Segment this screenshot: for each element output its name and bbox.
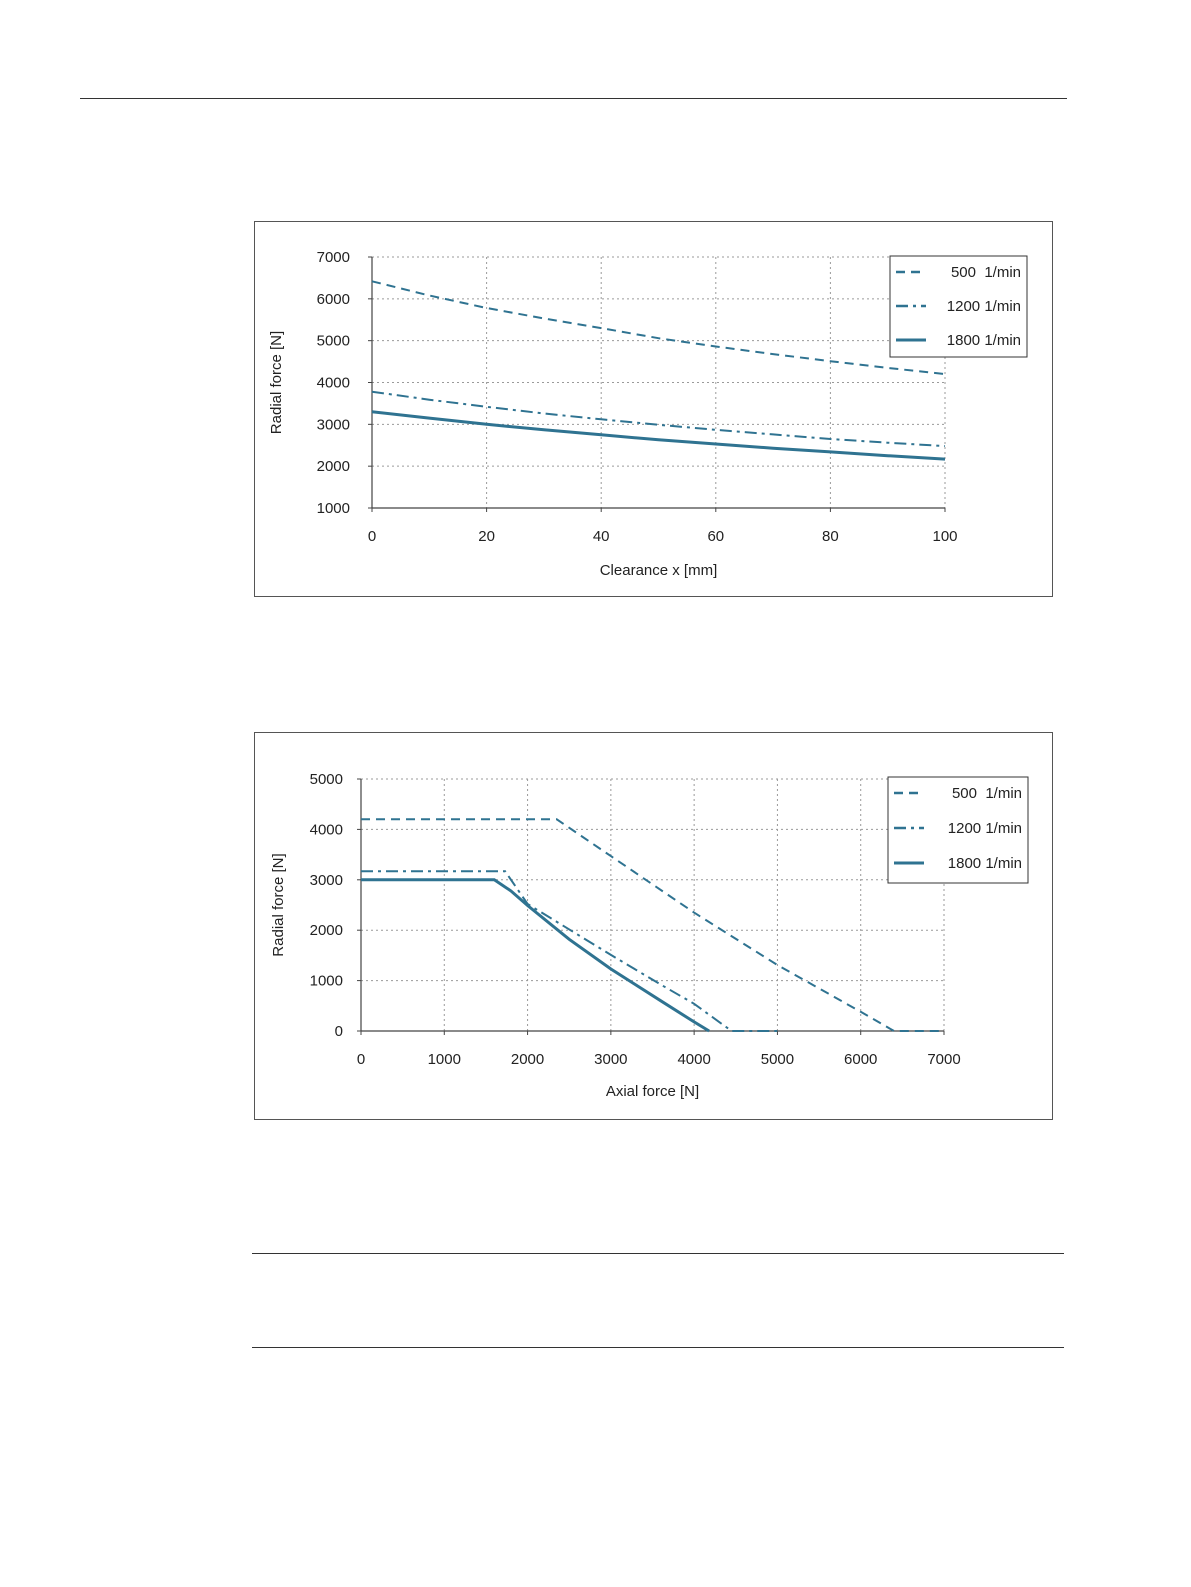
series-line-dashed xyxy=(371,280,946,376)
y-tick-label: 7000 xyxy=(317,249,350,266)
y-tick-label: 4000 xyxy=(317,375,350,392)
x-tick-label: 20 xyxy=(478,528,495,545)
y-axis-label: Radial force [N] xyxy=(268,331,285,434)
series-line-dashdot xyxy=(371,390,946,448)
x-tick-label: 7000 xyxy=(927,1051,960,1068)
legend-label: 1200 1/min xyxy=(947,298,1021,315)
x-tick-label: 4000 xyxy=(677,1051,710,1068)
x-tick-label: 6000 xyxy=(844,1051,877,1068)
y-axis-label: Radial force [N] xyxy=(270,853,287,956)
legend-frame xyxy=(887,776,1029,884)
x-tick-label: 80 xyxy=(822,528,839,545)
y-tick-label: 3000 xyxy=(310,872,343,889)
x-tick-label: 0 xyxy=(357,1051,365,1068)
legend-label: 1200 1/min xyxy=(948,820,1022,837)
y-tick-label: 2000 xyxy=(310,922,343,939)
x-tick-label: 5000 xyxy=(761,1051,794,1068)
legend: 500 1/min 1200 1/min 1800 1/min xyxy=(889,255,1028,358)
y-tick-label: 5000 xyxy=(317,333,350,350)
y-tick-label: 5000 xyxy=(310,771,343,788)
series-line-dashed xyxy=(361,818,944,1032)
series-line-dashdot xyxy=(361,870,778,1032)
note-rule-top xyxy=(252,1253,1064,1254)
legend-label: 500 1/min xyxy=(951,264,1021,281)
legend-label: 500 1/min xyxy=(952,785,1022,802)
series-line-solid xyxy=(361,878,710,1033)
series-line-solid xyxy=(371,410,946,461)
header-rule xyxy=(80,98,1067,99)
y-tick-label: 1000 xyxy=(310,973,343,990)
y-tick-label: 0 xyxy=(335,1023,343,1040)
x-tick-label: 40 xyxy=(593,528,610,545)
x-tick-label: 3000 xyxy=(594,1051,627,1068)
y-tick-label: 3000 xyxy=(317,416,350,433)
x-tick-label: 0 xyxy=(368,528,376,545)
legend: 500 1/min 1200 1/min 1800 1/min xyxy=(887,776,1029,884)
x-tick-label: 2000 xyxy=(511,1051,544,1068)
chart-panel-clearance: 0 20 40 60 80 100 1000 2000 3000 4000 5000 6000 7000… xyxy=(254,221,1053,597)
chart-axial-vs-radial-force: 0 1000 2000 3000 4000 5000 6000 7000 0 1000 2000 30… xyxy=(270,771,1029,1100)
y-tick-label: 6000 xyxy=(317,291,350,308)
y-tick-label: 1000 xyxy=(317,500,350,517)
x-axis-label: Axial force [N] xyxy=(606,1083,699,1100)
x-tick-label: 100 xyxy=(932,528,957,545)
legend-label: 1800 1/min xyxy=(947,332,1021,349)
chart-clearance-vs-radial-force: 0 20 40 60 80 100 1000 2000 3000 4000 5000 6000 7000… xyxy=(268,249,1028,579)
y-tick-label: 4000 xyxy=(310,821,343,838)
x-axis-label: Clearance x [mm] xyxy=(600,562,718,579)
chart-panel-axial: 0 1000 2000 3000 4000 5000 6000 7000 0 1000 2000 30… xyxy=(254,732,1053,1120)
grid xyxy=(372,256,946,508)
x-tick-label: 60 xyxy=(707,528,724,545)
legend-label: 1800 1/min xyxy=(948,855,1022,872)
y-tick-label: 2000 xyxy=(317,458,350,475)
grid xyxy=(361,778,945,1031)
note-rule-bottom xyxy=(252,1347,1064,1348)
x-tick-label: 1000 xyxy=(428,1051,461,1068)
